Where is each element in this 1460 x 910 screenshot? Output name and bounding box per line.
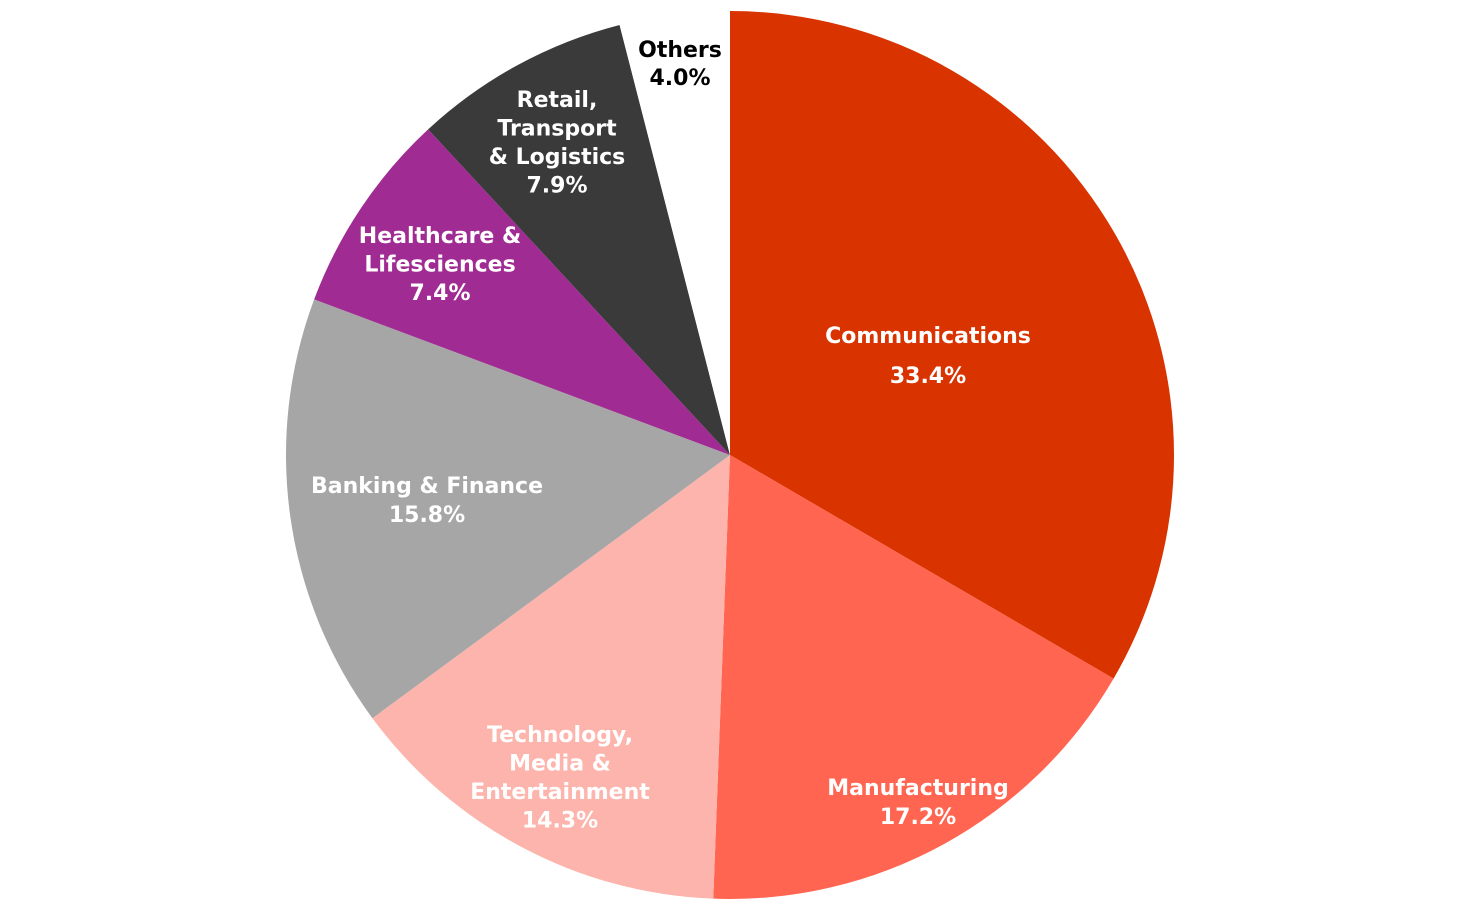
slice-value-label: 17.2% (880, 805, 956, 830)
slice-label-manufacturing: Manufacturing 17.2% (827, 776, 1009, 830)
slice-name-label: Technology, (487, 723, 633, 748)
slice-name-label: Retail, (517, 88, 598, 113)
slice-value-label: 15.8% (389, 503, 465, 528)
slice-name-label: Healthcare & (359, 224, 521, 249)
slice-name-label: Lifesciences (364, 253, 515, 278)
slice-name-label: Banking & Finance (311, 474, 543, 499)
slice-name-label: Media & (509, 752, 611, 777)
pie-slice-banking-finance (285, 299, 730, 719)
slice-name-label: Communications (825, 324, 1031, 349)
pie-slice-manufacturing (713, 455, 1114, 899)
slice-value-label: 7.4% (409, 281, 470, 306)
slice-label-retail-transport-logistics: Retail, Transport & Logistics 7.9% (489, 88, 626, 199)
pie-slice-communications (730, 11, 1174, 679)
pie-labels: Communications 33.4% Manufacturing 17.2% Tec… (311, 38, 1031, 834)
pie-slice-healthcare-lifesciences (314, 129, 730, 455)
pie-slice-retail-transport-logistics (428, 24, 730, 455)
slice-name-label: Manufacturing (827, 776, 1009, 801)
pie-slice-technology-media-entertainment (372, 455, 730, 899)
slice-value-label: 4.0% (649, 66, 710, 91)
slice-label-banking-finance: Banking & Finance 15.8% (311, 474, 543, 528)
slice-value-label: 14.3% (522, 809, 598, 834)
pie-slices (285, 11, 1174, 899)
slice-value-label: 7.9% (526, 174, 587, 199)
slice-label-communications: Communications 33.4% (825, 324, 1031, 389)
slice-name-label: Others (638, 38, 722, 63)
slice-label-healthcare-lifesciences: Healthcare & Lifesciences 7.4% (359, 224, 521, 306)
pie-slice-others (619, 11, 730, 455)
slice-value-label: 33.4% (890, 364, 966, 389)
slice-name-label: & Logistics (489, 145, 626, 170)
slice-name-label: Entertainment (470, 780, 650, 805)
slice-label-technology-media-entertainment: Technology, Media & Entertainment 14.3% (470, 723, 650, 834)
slice-name-label: Transport (497, 117, 617, 142)
slice-label-others: Others 4.0% (638, 38, 722, 91)
